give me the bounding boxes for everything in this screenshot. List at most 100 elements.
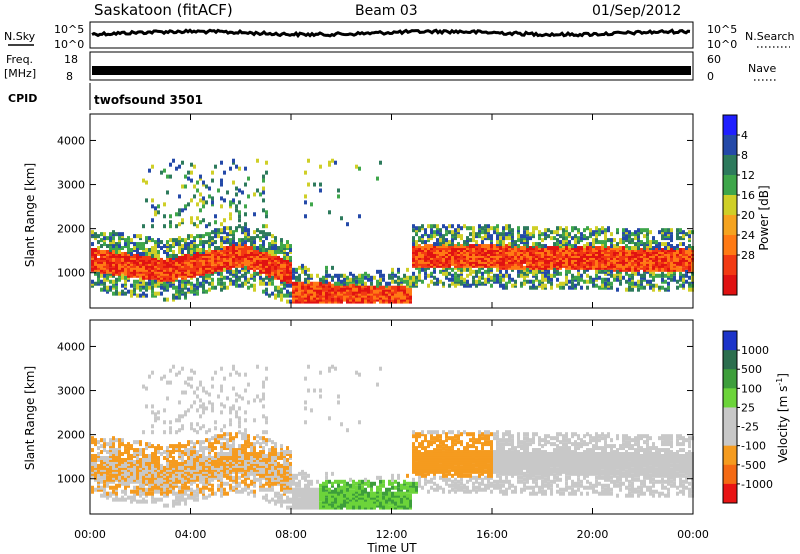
velocity-cell xyxy=(151,467,154,472)
power-cell xyxy=(352,277,355,282)
power-cell xyxy=(142,291,145,296)
power-cell xyxy=(442,249,445,254)
power-cell xyxy=(370,281,373,286)
power-cell xyxy=(298,291,301,296)
power-cell xyxy=(307,273,310,278)
power-cell xyxy=(397,275,400,280)
power-cell xyxy=(685,269,688,274)
velocity-cell xyxy=(217,483,220,488)
power-cell xyxy=(577,236,580,241)
velocity-cell xyxy=(211,448,214,453)
velocity-cell xyxy=(160,446,163,451)
power-cell xyxy=(475,279,478,284)
colorbar-swatch xyxy=(723,135,737,156)
power-cell xyxy=(478,244,481,249)
power-cell xyxy=(241,238,244,243)
power-cell xyxy=(379,273,382,278)
power-cell xyxy=(232,249,235,254)
power-cell xyxy=(229,238,232,243)
power-cell xyxy=(424,228,427,233)
velocity-cell xyxy=(151,452,154,457)
power-cell xyxy=(151,279,154,284)
velocity-cell xyxy=(124,448,127,453)
power-cell xyxy=(388,285,391,290)
power-cell xyxy=(199,234,202,239)
power-cell xyxy=(244,182,247,187)
power-cell xyxy=(127,248,130,253)
velocity-cell xyxy=(178,442,181,447)
power-cell xyxy=(103,249,106,254)
power-cell xyxy=(118,232,121,237)
power-cell xyxy=(403,273,406,278)
velocity-cell xyxy=(91,436,94,441)
power-cell xyxy=(400,291,403,296)
power-cell xyxy=(106,244,109,249)
power-cell xyxy=(238,218,241,223)
velocity-cell xyxy=(226,444,229,449)
power-cell xyxy=(358,166,361,171)
velocity-cell xyxy=(142,457,145,462)
power-cell xyxy=(487,228,490,233)
velocity-cell xyxy=(112,455,115,460)
power-cell xyxy=(175,295,178,300)
power-cell xyxy=(136,242,139,247)
power-cell xyxy=(94,248,97,253)
power-cell xyxy=(670,248,673,253)
power-cell xyxy=(655,244,658,249)
power-cell xyxy=(688,234,691,239)
power-cell xyxy=(241,242,244,247)
power-cell xyxy=(247,176,250,181)
power-cell xyxy=(157,291,160,296)
power-cell xyxy=(586,285,589,290)
power-cell xyxy=(631,275,634,280)
power-cell xyxy=(319,281,322,286)
velocity-cell xyxy=(232,404,235,409)
power-cell xyxy=(118,249,121,254)
velocity-cell xyxy=(112,489,115,494)
velocity-cell xyxy=(193,493,196,498)
power-cell xyxy=(127,240,130,245)
power-cell xyxy=(553,273,556,278)
power-cell xyxy=(580,246,583,251)
power-cell xyxy=(484,263,487,268)
power-cell xyxy=(388,295,391,300)
colorbar-swatch xyxy=(723,115,737,136)
power-cell xyxy=(169,253,172,258)
power-cell xyxy=(157,204,160,209)
velocity-cell xyxy=(187,459,190,464)
power-cell xyxy=(142,178,145,183)
power-cell xyxy=(616,242,619,247)
power-cell xyxy=(226,285,229,290)
velocity-cell xyxy=(193,370,196,375)
velocity-cell xyxy=(121,457,124,462)
velocity-cell xyxy=(226,475,229,480)
velocity-cell xyxy=(127,442,130,447)
power-cell xyxy=(151,164,154,169)
nave-tick-high: 60 xyxy=(707,53,721,66)
velocity-cell xyxy=(190,487,193,492)
power-cell xyxy=(472,226,475,231)
power-cell xyxy=(163,224,166,229)
power-cell xyxy=(502,277,505,282)
power-cell xyxy=(577,240,580,245)
power-cell xyxy=(106,285,109,290)
velocity-cell xyxy=(145,457,148,462)
power-cell xyxy=(271,240,274,245)
power-cell xyxy=(661,277,664,282)
power-cell xyxy=(388,299,391,304)
power-cell xyxy=(646,236,649,241)
power-cell xyxy=(217,228,220,233)
power-cell xyxy=(139,242,142,247)
velocity-cell xyxy=(109,438,112,443)
power-cell xyxy=(253,277,256,282)
power-cell xyxy=(103,285,106,290)
power-cell xyxy=(259,244,262,249)
power-cell xyxy=(211,230,214,235)
velocity-cell xyxy=(133,452,136,457)
power-cell xyxy=(343,277,346,282)
power-cell xyxy=(610,285,613,290)
power-cell xyxy=(208,273,211,278)
power-cell xyxy=(196,277,199,282)
power-cell xyxy=(244,281,247,286)
